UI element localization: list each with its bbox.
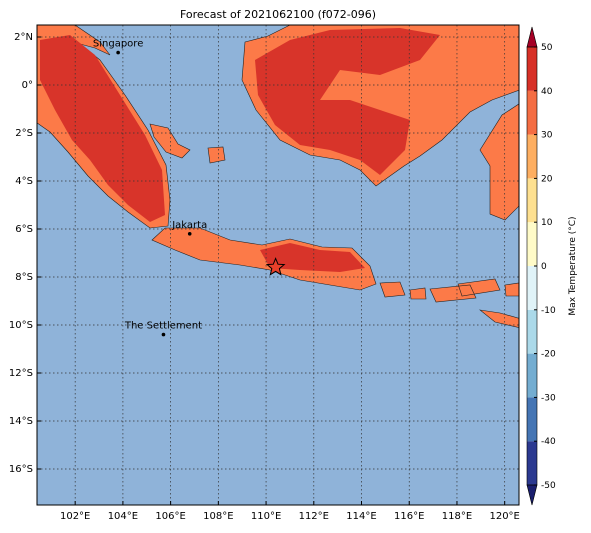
colorbar-band bbox=[527, 47, 537, 91]
city-dot bbox=[161, 332, 166, 337]
colorbar-tick-label: -20 bbox=[541, 350, 556, 360]
belitung bbox=[207, 146, 226, 164]
lat-tick-label: 6°S bbox=[15, 224, 33, 235]
colorbar-tick-label: 40 bbox=[541, 87, 553, 97]
colorbar-band bbox=[527, 90, 537, 135]
lat-tick-label: 8°S bbox=[15, 272, 33, 283]
colorbar-band bbox=[527, 353, 537, 398]
colorbar-band bbox=[527, 266, 537, 310]
lon-tick-label: 102°E bbox=[60, 511, 90, 522]
land bbox=[37, 25, 519, 328]
colorbar-band bbox=[527, 309, 537, 354]
lon-tick-label: 118°E bbox=[442, 511, 472, 522]
lat-tick-label: 10°S bbox=[9, 320, 33, 331]
java bbox=[151, 227, 377, 291]
lat-tick-label: 4°S bbox=[15, 176, 33, 187]
lon-tick-label: 120°E bbox=[489, 511, 519, 522]
city-label: The Settlement bbox=[124, 321, 202, 332]
lat-tick-label: 16°S bbox=[9, 464, 33, 475]
colorbar-tick-label: 30 bbox=[541, 131, 553, 141]
java-hot bbox=[260, 243, 365, 272]
borneo-hot bbox=[255, 28, 440, 175]
colorbar-tick-label: 0 bbox=[541, 262, 547, 272]
sumatra-hot bbox=[40, 35, 165, 222]
colorbar-tick-label: 20 bbox=[541, 174, 553, 184]
colorbar-tick-label: -50 bbox=[541, 481, 556, 491]
colorbar-tick-label: -40 bbox=[541, 437, 556, 447]
colorbar-tick-label: 10 bbox=[541, 218, 553, 228]
city-dot bbox=[187, 232, 192, 236]
lat-tick-label: 14°S bbox=[9, 416, 33, 427]
lat-tick-label: 2°S bbox=[15, 128, 33, 139]
lat-tick-label: 0° bbox=[22, 80, 33, 91]
colorbar-under bbox=[526, 484, 538, 506]
lesser-sunda bbox=[379, 278, 519, 328]
lon-tick-label: 114°E bbox=[346, 511, 376, 522]
graticule bbox=[37, 25, 519, 505]
map-frame bbox=[36, 24, 520, 506]
lon-tick-label: 112°E bbox=[299, 511, 329, 522]
location-star bbox=[265, 257, 286, 276]
lon-tick-label: 116°E bbox=[394, 511, 424, 522]
lon-tick-label: 110°E bbox=[251, 511, 281, 522]
colorbar-label: Max Temperature (°C) bbox=[568, 216, 578, 315]
colorbar: -50 -40 -30 -20 -10 0 10 20 30 40 50 Max Temperatur… bbox=[526, 26, 578, 506]
bangka bbox=[149, 123, 191, 159]
colorbar-band bbox=[527, 134, 537, 179]
colorbar-band bbox=[527, 178, 537, 223]
lat-tick-label: 2°N bbox=[14, 32, 33, 43]
lon-tick-label: 104°E bbox=[108, 511, 138, 522]
colorbar-band bbox=[527, 441, 537, 485]
city-dot bbox=[116, 50, 120, 55]
colorbar-band bbox=[527, 397, 537, 442]
lon-tick-label: 106°E bbox=[155, 511, 185, 522]
city-label: Jakarta bbox=[171, 220, 207, 231]
title: Forecast of 2021062100 (f072-096) bbox=[180, 8, 376, 21]
colorbar-over bbox=[526, 26, 538, 48]
colorbar-tick-label: 50 bbox=[541, 43, 553, 53]
colorbar-tick-label: -30 bbox=[541, 393, 556, 403]
colorbar-band bbox=[527, 222, 537, 266]
lat-tick-label: 12°S bbox=[9, 368, 33, 379]
colorbar-tick-label: -10 bbox=[541, 306, 556, 316]
city-label: Singapore bbox=[93, 39, 143, 50]
lon-tick-label: 108°E bbox=[203, 511, 233, 522]
